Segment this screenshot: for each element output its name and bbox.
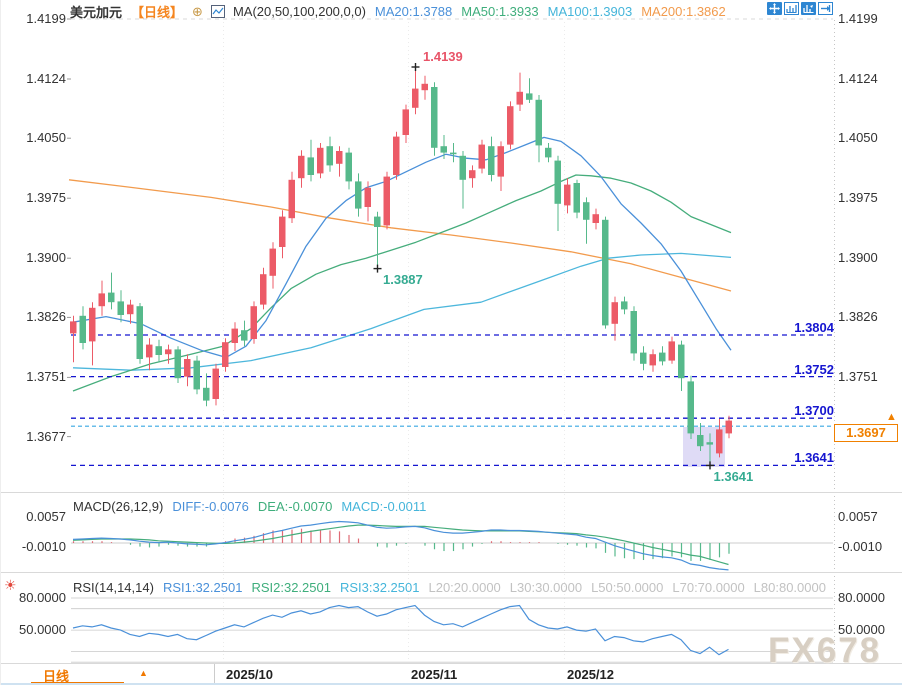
chart-toolbar	[765, 2, 833, 15]
ma20-value-label: MA20:1.3788	[374, 4, 453, 19]
rsi-axis-label-left: 50.0000	[19, 622, 66, 638]
macd-header: MACD(26,12,9) DIFF:-0.0076 DEA:-0.0070 M…	[73, 499, 435, 514]
rsi3-label: RSI3:32.2501	[339, 580, 420, 595]
macd-title: MACD(26,12,9)	[73, 499, 164, 514]
macd-dea-label: DEA:-0.0070	[257, 499, 333, 514]
price-axis-label-left: 1.3677	[26, 428, 66, 444]
price-axis-label-left: 1.4124	[26, 71, 66, 86]
main-chart-panel-icon[interactable]	[784, 2, 799, 15]
low-price-annotation: 1.3887	[383, 271, 423, 287]
indicator-panel-icon[interactable]	[801, 2, 816, 15]
chart-type-icon[interactable]	[210, 5, 226, 18]
watermark: FX678	[768, 631, 882, 670]
ma200-value-label: MA200:1.3862	[641, 4, 726, 19]
ma-settings-label: MA(20,50,100,200,0,0)	[232, 4, 366, 19]
circle-plus-icon[interactable]: ⊕	[192, 3, 203, 19]
pan-right-icon[interactable]	[818, 2, 833, 15]
price-axis-label-right: 1.4199	[838, 11, 878, 26]
period-tag: 【日线】	[131, 5, 184, 20]
crosshair-icon[interactable]	[767, 2, 782, 15]
rsi-axis-label-right: 80.0000	[838, 590, 885, 605]
price-axis-label-left: 1.4199	[26, 11, 66, 26]
support-resistance-label: 1.3752	[794, 361, 834, 377]
date-label: 2025/10	[226, 667, 273, 682]
bottom-axis-bar: 日线 ▲ 2025/10 2025/11 2025/12	[1, 663, 902, 685]
rsi1-label: RSI1:32.2501	[162, 580, 243, 595]
price-axis-label-right: 1.3751	[838, 369, 878, 385]
window-bottom-strip	[1, 683, 902, 685]
macd-value-label: MACD:-0.0011	[341, 499, 427, 514]
rsi-axis-label-left: 80.0000	[19, 590, 66, 605]
high-price-annotation: 1.4139	[423, 49, 463, 64]
macd-axis-label-right: -0.0010	[838, 539, 883, 555]
support-resistance-label: 1.3641	[794, 450, 834, 466]
macd-diff-label: DIFF:-0.0076	[172, 499, 249, 514]
rsi-header: RSI(14,14,14) RSI1:32.2501 RSI2:32.2501 …	[73, 580, 835, 595]
ma50-value-label: MA50:1.3933	[461, 4, 539, 19]
rsi-l30-label: L30:30.0000	[509, 580, 583, 595]
rsi-l20-label: L20:20.0000	[428, 580, 501, 595]
price-axis-label-right: 1.3975	[838, 190, 878, 206]
price-axis-label-left: 1.3826	[26, 309, 66, 325]
low-price-annotation: 1.3641	[713, 469, 754, 485]
price-axis-label-left: 1.3975	[26, 190, 66, 206]
price-axis-label-right: 1.3900	[838, 250, 878, 266]
tab-caret-icon: ▲	[139, 668, 148, 678]
rsi-l50-label: L50:50.0000	[591, 580, 664, 595]
rsi-l80-label: L80:80.0000	[753, 580, 826, 595]
symbol-name: 美元加元	[70, 5, 123, 20]
price-axis-label-right: 1.4124	[838, 71, 878, 86]
date-label: 2025/11	[411, 667, 458, 682]
indicator-settings-icon[interactable]: ☀	[4, 577, 17, 593]
ma100-value-label: MA100:1.3903	[547, 4, 633, 19]
rsi-title: RSI(14,14,14)	[73, 580, 154, 595]
rsi2-label: RSI2:32.2501	[251, 580, 331, 595]
support-resistance-label: 1.3700	[794, 403, 834, 419]
price-up-arrow-icon: ▲	[886, 410, 897, 423]
tab-active-underline	[31, 681, 124, 684]
rsi-l70-label: L70:70.0000	[672, 580, 745, 595]
macd-axis-label-left: 0.0057	[26, 509, 66, 525]
date-label: 2025/12	[567, 667, 614, 682]
price-axis-label-left: 1.4050	[26, 130, 66, 146]
price-header: 美元加元 【日线】 ⊕ MA(20,50,100,200,0,0) MA20:1…	[70, 2, 735, 21]
macd-axis-label-left: -0.0010	[21, 539, 66, 555]
support-resistance-label: 1.3804	[794, 320, 834, 335]
tab-daily-timeframe[interactable]: 日线 ▲	[1, 664, 215, 684]
price-axis-label-left: 1.3751	[26, 369, 66, 385]
price-axis-label-left: 1.3900	[26, 250, 66, 266]
current-price-tag: 1.3697	[834, 423, 898, 442]
price-axis-label-right: 1.4050	[838, 130, 878, 146]
macd-axis-label-right: 0.0057	[838, 509, 878, 525]
price-axis-label-right: 1.3826	[838, 309, 878, 325]
tab-daily-label: 日线	[43, 669, 70, 684]
rsi-axis-label-right: 50.0000	[838, 622, 885, 638]
